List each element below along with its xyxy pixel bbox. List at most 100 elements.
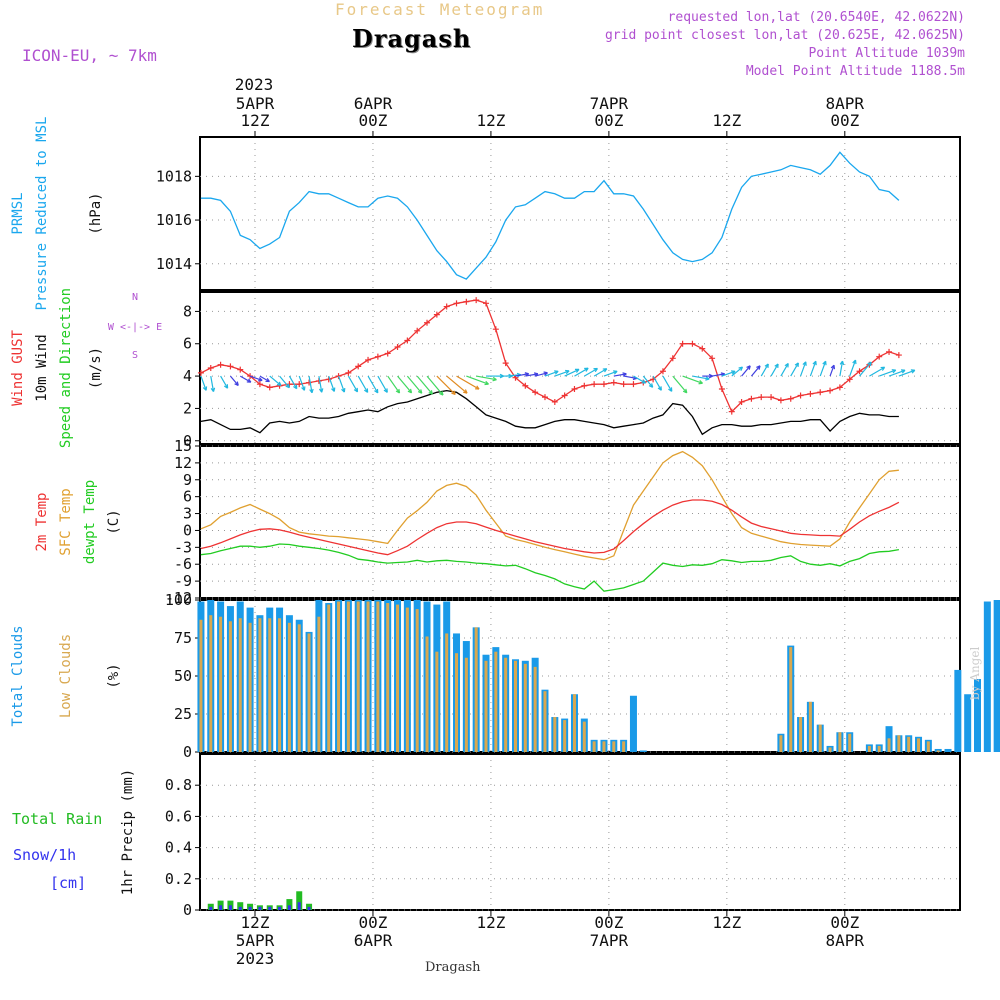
y-tick-label-clouds-1: 25 — [174, 705, 192, 723]
compass-south: S — [132, 350, 138, 361]
wind-arrow-55 — [741, 365, 751, 377]
wind-arrow-head-36 — [565, 369, 570, 375]
top-time-label-0-1: 12Z — [241, 111, 270, 130]
wind-gust-marker-3 — [227, 363, 234, 370]
bottom-time-label-0-2: 2023 — [236, 949, 275, 968]
wind-arrow-head-46 — [657, 386, 662, 391]
wind-arrow-head-19 — [395, 388, 401, 394]
snow-bar-4 — [248, 906, 252, 910]
low-cloud-bar-26 — [455, 653, 459, 752]
wind-arrow-head-24 — [451, 390, 456, 396]
bottom-time-label-5-0: 00Z — [830, 913, 859, 932]
total-cloud-bar-77 — [954, 669, 962, 752]
low-cloud-bar-73 — [917, 738, 921, 752]
low-cloud-bar-63 — [818, 724, 822, 752]
wind-gust-marker-10 — [296, 381, 303, 388]
bottom-time-label-1-1: 6APR — [354, 931, 393, 950]
low-cloud-bar-10 — [297, 624, 301, 752]
low-cloud-bar-18 — [376, 601, 380, 752]
low-cloud-bar-43 — [622, 741, 626, 752]
ylabel-pressure-0: PRMSL — [10, 192, 26, 234]
wind-arrow-head-1 — [210, 387, 216, 392]
wind-gust-marker-23 — [424, 319, 431, 326]
y-tick-label-temperature-1: -9 — [174, 572, 192, 590]
wind-arrow-head-61 — [802, 361, 807, 366]
wind-arrow-52 — [711, 373, 725, 377]
wind-gust-marker-28 — [473, 297, 480, 304]
wind-gust-marker-38 — [571, 386, 578, 393]
snow-bar-3 — [238, 906, 242, 910]
wind-gust-marker-69 — [876, 353, 883, 360]
wind-arrow-18 — [377, 375, 388, 393]
wind-gust-marker-53 — [718, 386, 725, 393]
wind-gust-marker-0 — [197, 369, 204, 376]
wind-arrow-head-12 — [318, 388, 324, 393]
y-tick-label-temperature-7: 9 — [183, 471, 192, 489]
wind-gust-marker-51 — [699, 345, 706, 352]
wind-gust-marker-19 — [384, 350, 391, 357]
wind-arrow-43 — [623, 375, 637, 380]
top-time-label-3-0: 7APR — [590, 94, 629, 113]
wind-arrow-head-13 — [331, 387, 336, 392]
wind-arrow-head-44 — [641, 379, 647, 384]
wind-arrow-head-16 — [363, 388, 369, 393]
wind-gust-marker-42 — [610, 379, 617, 386]
wind-arrow-0 — [200, 375, 207, 391]
wind-arrow-head-0 — [202, 386, 208, 391]
low-cloud-bar-25 — [445, 633, 449, 752]
compass-west-east: W <-|-> E — [108, 322, 162, 333]
ylabel-pressure-1: Pressure Reduced to MSL — [34, 117, 50, 311]
low-cloud-bar-59 — [779, 735, 783, 752]
wind-arrow-head-28 — [492, 376, 497, 382]
wind-arrow-head-68 — [880, 366, 886, 371]
unit-label-precip: 1hr Precip (mm) — [120, 769, 136, 895]
wind-arrow-head-39 — [593, 367, 598, 373]
wind-arrow-head-66 — [852, 359, 857, 365]
total-cloud-bar-81 — [993, 600, 1000, 752]
wind-arrow-35 — [544, 370, 559, 377]
low-cloud-bar-21 — [405, 607, 409, 752]
wind-arrow-head-25 — [463, 389, 468, 394]
low-cloud-bar-6 — [258, 618, 262, 752]
wind-gust-marker-49 — [679, 340, 686, 347]
bottom-time-label-1-0: 00Z — [359, 913, 388, 932]
wind-arrow-41 — [603, 370, 618, 377]
wind-arrow-head-54 — [738, 366, 744, 371]
wind-arrow-head-55 — [746, 365, 751, 370]
wind-arrow-head-41 — [613, 370, 618, 375]
wind-gust-marker-43 — [620, 381, 627, 388]
wind-gust-marker-18 — [374, 353, 381, 360]
low-cloud-bar-37 — [563, 720, 567, 752]
wind-gust-marker-64 — [827, 387, 834, 394]
wind-arrow-42 — [613, 373, 627, 377]
y-tick-label-temperature-0: -12 — [165, 589, 192, 607]
wind-arrow-head-58 — [774, 363, 779, 368]
wind-arrow-head-40 — [602, 368, 608, 373]
wind-arrow-2 — [220, 375, 229, 389]
wind-gust-marker-37 — [561, 392, 568, 399]
wind-arrow-14 — [337, 375, 345, 393]
low-cloud-bar-16 — [356, 601, 360, 752]
wind-arrow-head-50 — [705, 376, 710, 381]
y-tick-label-temperature-6: 6 — [183, 488, 192, 506]
wind-arrow-head-59 — [784, 362, 789, 368]
wind-gust-marker-60 — [787, 395, 794, 402]
low-cloud-bar-23 — [425, 636, 429, 752]
top-time-label-0-0: 5APR — [236, 94, 275, 113]
wind-gust-marker-16 — [355, 363, 362, 370]
wind-arrow-head-60 — [794, 362, 799, 367]
wind-arrow-head-21 — [417, 389, 423, 394]
wind-arrow-head-37 — [574, 368, 580, 373]
low-cloud-bar-2 — [219, 616, 223, 752]
wind-arrow-head-65 — [839, 360, 845, 366]
wind-gust-marker-55 — [738, 398, 745, 405]
low-cloud-bar-29 — [484, 660, 488, 752]
low-cloud-bar-20 — [396, 604, 400, 752]
wind-arrow-61 — [800, 361, 807, 377]
wind-arrow-49 — [682, 375, 703, 384]
y-tick-label-precip-0: 0 — [183, 901, 192, 919]
low-cloud-bar-70 — [887, 738, 891, 752]
wind-gust-marker-44 — [630, 381, 637, 388]
wind-arrow-19 — [387, 375, 401, 394]
wind-gust-marker-62 — [807, 390, 814, 397]
